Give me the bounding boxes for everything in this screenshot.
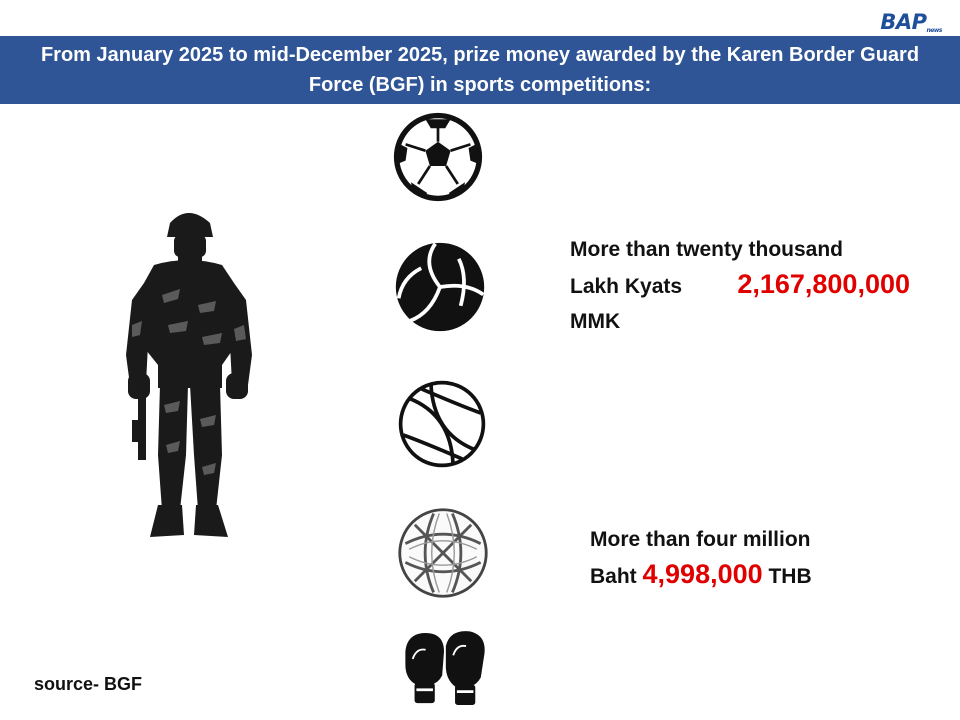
page-title: From January 2025 to mid-December 2025, … <box>40 44 920 96</box>
mmk-prefix: Lakh Kyats <box>570 275 683 298</box>
mmk-line1: More than twenty thousand <box>570 238 843 261</box>
thb-amount: 4,998,000 <box>642 559 763 589</box>
volleyball-icon <box>395 242 485 332</box>
soldier-icon <box>126 213 252 537</box>
brand-logo-text: BAP <box>880 10 927 34</box>
brand-logo: BAPnews <box>880 10 942 34</box>
thb-line2: Baht 4,998,000 THB <box>590 557 872 594</box>
boxing-gloves-icon <box>405 631 485 705</box>
thb-line1: More than four million <box>590 528 811 551</box>
thb-prefix: Baht <box>590 565 637 588</box>
thb-currency: THB <box>768 565 812 588</box>
basketball-icon <box>398 380 486 468</box>
mmk-currency: MMK <box>570 310 621 333</box>
source-label: source- BGF <box>34 674 143 694</box>
mmk-line2: Lakh Kyats 2,167,800,000 <box>570 267 910 304</box>
thb-prize-text: More than four million Baht 4,998,000 TH… <box>590 522 872 594</box>
mmk-amount: 2,167,800,000 <box>737 269 910 299</box>
title-banner: From January 2025 to mid-December 2025, … <box>0 36 960 104</box>
mmk-prize-text: More than twenty thousand Lakh Kyats 2,1… <box>570 232 910 339</box>
brand-logo-small: news <box>926 27 943 34</box>
chinlone-ball-icon <box>398 508 488 598</box>
soccer-ball-icon <box>393 112 483 202</box>
